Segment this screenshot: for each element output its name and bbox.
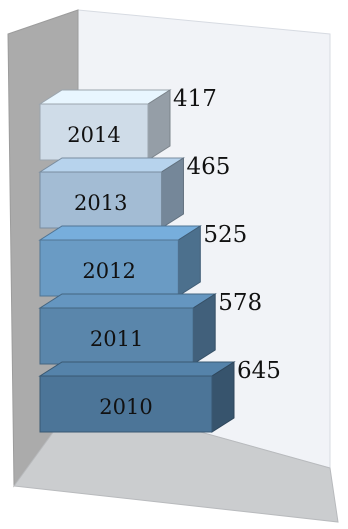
bars-group: 2014 417 2013 465 2012 525 2011 578 2010 645 [38, 86, 281, 433]
data-label: 645 [237, 358, 281, 384]
category-label: 2013 [74, 191, 127, 215]
bar-2011: 2011 578 [38, 290, 262, 365]
bar-2014: 2014 417 [38, 86, 217, 161]
bar-front-face [39, 103, 149, 161]
bar-front-face [39, 239, 179, 297]
bar-2013: 2013 465 [38, 154, 230, 229]
data-label: 525 [203, 222, 247, 248]
bar-top-face [38, 225, 203, 241]
bar-front-face [39, 171, 162, 229]
bar-top-face [38, 293, 217, 309]
data-label: 417 [173, 86, 217, 112]
category-label: 2010 [99, 395, 152, 419]
bar-front-face [39, 375, 213, 433]
bar-2010: 2010 645 [38, 358, 281, 433]
data-label: 578 [218, 290, 262, 316]
bar-top-face [38, 157, 186, 173]
category-label: 2014 [67, 123, 120, 147]
data-label: 465 [186, 154, 230, 180]
bar-2012: 2012 525 [38, 222, 247, 297]
bar-top-face [38, 361, 236, 377]
category-label: 2011 [90, 327, 143, 351]
category-label: 2012 [82, 259, 135, 283]
